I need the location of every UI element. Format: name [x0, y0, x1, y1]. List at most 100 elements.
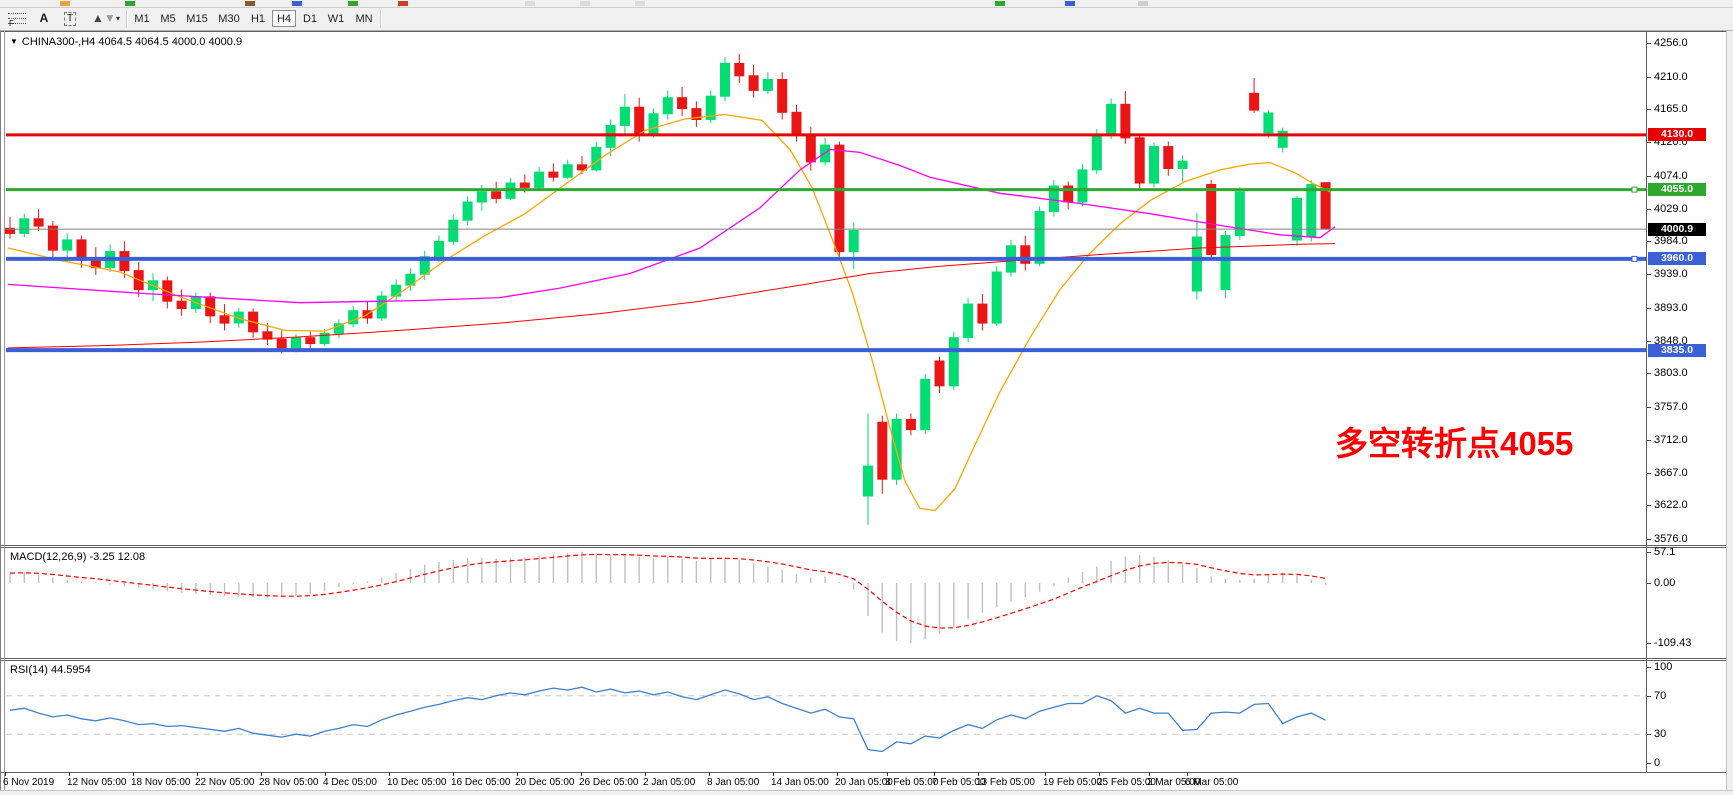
price-axis-tick	[1647, 274, 1651, 275]
clipped-toolbar-icon-fragment	[1065, 1, 1075, 6]
price-axis-label: 3712.0	[1654, 434, 1688, 446]
time-axis-label: 18 Nov 05:00	[131, 777, 191, 788]
macd-axis-tick	[1647, 643, 1651, 644]
rsi-indicator-chart[interactable]	[0, 660, 1646, 772]
rsi-axis-tick	[1647, 763, 1651, 764]
timeframe-button-m5[interactable]: M5	[160, 13, 176, 25]
rsi-axis-label: 70	[1654, 690, 1667, 702]
fib-letter: F	[9, 19, 14, 28]
drawing-and-timeframe-toolbar: F A T ▲▼ ▾ M1 M5 M15 M30 H1 H4 D1 W1 MN	[0, 8, 1733, 31]
time-axis-label: 20 Dec 05:00	[515, 777, 575, 788]
time-axis-tick	[261, 772, 262, 776]
rsi-axis-tick	[1647, 696, 1651, 697]
rsi-axis-tick	[1647, 734, 1651, 735]
time-axis-label: 6 Nov 2019	[3, 777, 55, 788]
fibonacci-tool-icon[interactable]: F	[8, 12, 26, 28]
price-axis-tick	[1647, 209, 1651, 210]
price-axis-label: 4210.0	[1654, 71, 1688, 83]
fib-line	[8, 13, 26, 14]
timeframe-button-w1[interactable]: W1	[327, 13, 345, 25]
time-axis-tick	[773, 772, 774, 776]
macd-axis-tick	[1647, 583, 1651, 584]
panel-border	[0, 772, 1733, 773]
clipped-toolbar-row	[0, 0, 1733, 8]
price-axis-tick	[1647, 77, 1651, 78]
clipped-toolbar-icon-fragment	[292, 1, 302, 6]
timeframe-button-m30[interactable]: M30	[218, 13, 240, 25]
price-badge-3960.0: 3960.0	[1648, 252, 1706, 265]
price-axis-label: 3576.0	[1654, 533, 1688, 545]
macd-name: MACD(12,26,9)	[10, 551, 87, 563]
time-axis-label: 3 Feb 05:00	[885, 777, 939, 788]
panel-border	[0, 31, 1733, 32]
panel-border	[0, 658, 1733, 659]
time-axis-tick	[581, 772, 582, 776]
price-axis-tick	[1647, 43, 1651, 44]
panel-border	[0, 660, 1733, 661]
macd-axis-label: 0.00	[1654, 577, 1676, 589]
macd-axis-label: -109.43	[1654, 637, 1692, 649]
price-axis-tick	[1647, 176, 1651, 177]
time-axis-tick	[837, 772, 838, 776]
time-axis-tick	[978, 772, 979, 776]
rsi-value: 44.5954	[50, 664, 91, 676]
price-axis-label: 3622.0	[1654, 499, 1688, 511]
price-axis-tick	[1647, 241, 1651, 242]
time-axis-label: 25 Feb 05:00	[1097, 777, 1156, 788]
arrows-tool-icon[interactable]: ▲▼	[92, 11, 116, 25]
chevron-down-icon[interactable]: ▼	[10, 37, 18, 46]
macd-label: MACD(12,26,9) -3.25 12.08	[10, 551, 145, 563]
time-axis-tick	[709, 772, 710, 776]
price-axis-tick	[1647, 308, 1651, 309]
time-axis-label: 2 Mar 05:00	[1147, 777, 1201, 788]
price-axis-tick	[1647, 505, 1651, 506]
rsi-label: RSI(14) 44.5954	[10, 664, 91, 676]
clipped-toolbar-icon-fragment	[125, 1, 135, 6]
time-axis-label: 19 Feb 05:00	[1043, 777, 1102, 788]
price-axis-label: 4029.0	[1654, 203, 1688, 215]
time-axis-label: 7 Feb 05:00	[932, 777, 986, 788]
timeframe-button-h4[interactable]: H4	[272, 10, 296, 27]
line-handle	[1631, 255, 1638, 262]
time-axis-tick	[389, 772, 390, 776]
time-axis-tick	[887, 772, 888, 776]
panel-border	[0, 547, 1733, 548]
clipped-toolbar-icon-fragment	[635, 1, 645, 6]
clipped-toolbar-icon-fragment	[525, 1, 535, 6]
timeframe-button-m15[interactable]: M15	[186, 13, 208, 25]
timeframe-button-m1[interactable]: M1	[134, 13, 150, 25]
time-axis-label: 12 Nov 05:00	[67, 777, 127, 788]
time-axis-label: 10 Dec 05:00	[387, 777, 447, 788]
fib-line	[8, 23, 26, 24]
price-axis-label: 3803.0	[1654, 367, 1688, 379]
time-axis-tick	[645, 772, 646, 776]
rsi-name: RSI(14)	[10, 664, 48, 676]
time-axis-label: 6 Mar 05:00	[1185, 777, 1239, 788]
time-axis-label: 16 Dec 05:00	[451, 777, 511, 788]
price-badge-4130.0: 4130.0	[1648, 128, 1706, 141]
clipped-toolbar-icon-fragment	[245, 1, 255, 6]
price-axis-label: 3939.0	[1654, 268, 1688, 280]
macd-indicator-chart[interactable]	[0, 547, 1646, 658]
timeframe-button-mn[interactable]: MN	[355, 13, 373, 25]
time-axis-tick	[934, 772, 935, 776]
macd-values: -3.25 12.08	[89, 551, 146, 563]
rsi-axis-label: 0	[1654, 757, 1661, 769]
textbox-tool-icon[interactable]: T	[64, 12, 77, 26]
panel-border	[0, 545, 1733, 546]
arrows-dropdown-icon[interactable]: ▾	[115, 14, 120, 23]
main-price-chart[interactable]	[0, 31, 1646, 545]
time-axis-tick	[325, 772, 326, 776]
window-frame-right[interactable]	[1726, 31, 1733, 795]
annotation-text[interactable]: 多空转折点4055	[1335, 425, 1574, 462]
price-axis-label: 3667.0	[1654, 467, 1688, 479]
ma-slow-red	[7, 243, 1336, 349]
timeframe-button-d1[interactable]: D1	[302, 13, 318, 25]
time-axis-label: 8 Jan 05:00	[707, 777, 760, 788]
time-axis-label: 26 Dec 05:00	[579, 777, 639, 788]
timeframe-button-h1[interactable]: H1	[250, 13, 266, 25]
text-tool-icon[interactable]: A	[39, 11, 49, 25]
rsi-axis-label: 30	[1654, 728, 1667, 740]
time-axis-tick	[5, 772, 6, 776]
price-axis-label: 4074.0	[1654, 170, 1688, 182]
